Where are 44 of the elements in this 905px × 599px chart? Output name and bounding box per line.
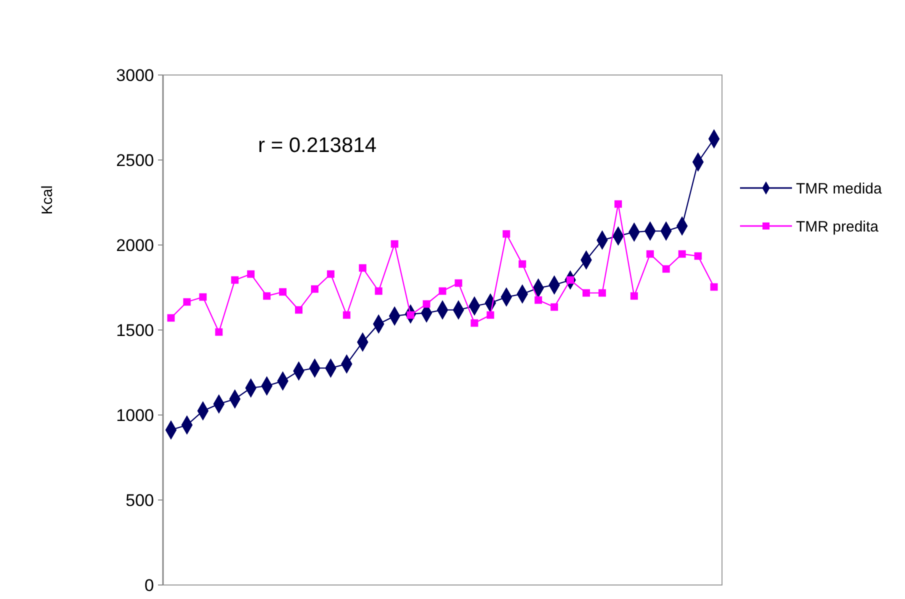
point [231, 276, 239, 284]
point [295, 306, 302, 314]
point [550, 303, 558, 311]
point [502, 230, 510, 238]
annotation: r = 0.213814 [258, 134, 377, 157]
y-tick-label: 1000 [116, 406, 154, 425]
point [470, 319, 478, 327]
point [534, 296, 542, 304]
y-tick-label: 2000 [116, 236, 154, 255]
point [582, 289, 590, 297]
point [310, 285, 318, 293]
point [678, 250, 686, 258]
point [390, 240, 398, 248]
point [694, 252, 702, 260]
point [630, 292, 638, 300]
point [438, 287, 446, 295]
point [486, 311, 494, 319]
point [167, 314, 175, 322]
point [454, 279, 462, 287]
point [279, 288, 287, 296]
point [326, 270, 334, 278]
legend-label: TMR predita [796, 218, 880, 236]
point [247, 270, 255, 278]
point [199, 293, 207, 301]
point [598, 289, 606, 297]
y-tick-label: 500 [126, 490, 154, 510]
point [646, 250, 654, 258]
point [614, 200, 622, 208]
y-tick-label: 3000 [116, 66, 154, 85]
point [422, 300, 430, 308]
point [263, 292, 271, 300]
point [662, 265, 670, 273]
legend-label: TMR medida [796, 180, 883, 198]
point [710, 283, 718, 291]
point [342, 311, 350, 319]
y-tick-label: 0 [144, 576, 154, 595]
y-tick-label: 2500 [116, 150, 154, 170]
point [215, 328, 223, 336]
point [183, 298, 191, 306]
y-axis-title: Kcal [39, 185, 56, 215]
point [374, 287, 382, 295]
point [518, 260, 526, 268]
y-tick-label: 1500 [116, 320, 154, 340]
point [358, 264, 366, 272]
